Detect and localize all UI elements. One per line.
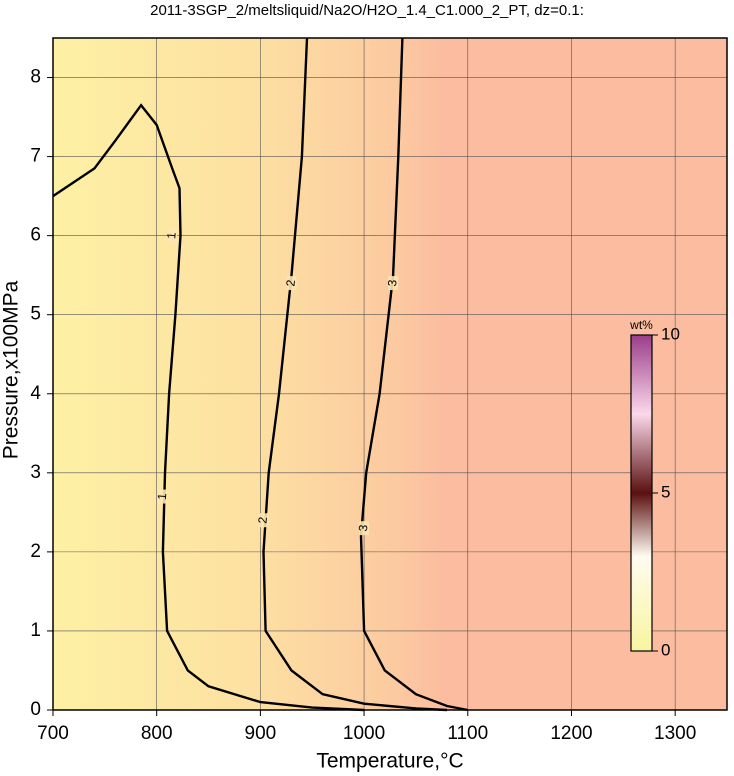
- y-axis-label: Pressure,x100MPa: [0, 280, 23, 459]
- x-tick-label: 1300: [654, 723, 696, 744]
- contour-line: [359, 37, 469, 712]
- colorbar-tick-label: 10: [661, 324, 680, 343]
- colorbar-tick-label: 5: [661, 482, 670, 501]
- contour-label-bg: [157, 489, 168, 504]
- y-tick-label: 0: [30, 699, 41, 720]
- colorbar: [630, 334, 653, 652]
- contour-line: [52, 103, 365, 712]
- contour-label-bg: [286, 276, 297, 291]
- contour-line: [262, 37, 448, 712]
- y-tick-label: 8: [30, 67, 41, 88]
- contour-label-bg: [359, 521, 370, 536]
- contour-label-bg: [258, 513, 269, 528]
- y-tick-label: 4: [30, 383, 41, 404]
- y-tick-label: 2: [30, 541, 41, 562]
- chart-title: 2011-3SGP_2/meltsliquid/Na2O/H2O_1.4_C1.…: [150, 2, 584, 19]
- contour-label: 1: [155, 492, 170, 500]
- y-tick-label: 3: [30, 462, 41, 483]
- y-tick-label: 6: [30, 225, 41, 246]
- contour-label-bg: [388, 276, 399, 291]
- contours: 1 1 2 2 3 3: [52, 37, 469, 712]
- x-tick-label: 1100: [447, 723, 488, 744]
- y-tick-label: 1: [30, 620, 41, 641]
- x-axis-label: Temperature,°C: [316, 750, 463, 773]
- contour-label: 3: [356, 524, 371, 532]
- plot-background: [53, 38, 727, 710]
- x-tick-label: 1000: [343, 723, 385, 744]
- contour-label: 2: [283, 279, 298, 287]
- plot-frame: [52, 37, 728, 711]
- colorbar-label: wt%: [629, 318, 653, 332]
- x-tick-label: 800: [141, 723, 173, 744]
- y-tick-label: 5: [30, 304, 41, 325]
- colorbar-tick-label: 0: [661, 640, 670, 659]
- contour-label: 1: [164, 231, 179, 239]
- contour-label: 2: [255, 516, 270, 524]
- x-tick-label: 1200: [550, 723, 592, 744]
- contour-label: 3: [385, 279, 400, 287]
- y-tick-label: 7: [30, 146, 41, 167]
- x-tick-label: 700: [37, 723, 69, 744]
- x-tick-label: 900: [245, 723, 277, 744]
- contour-label-bg: [167, 228, 178, 243]
